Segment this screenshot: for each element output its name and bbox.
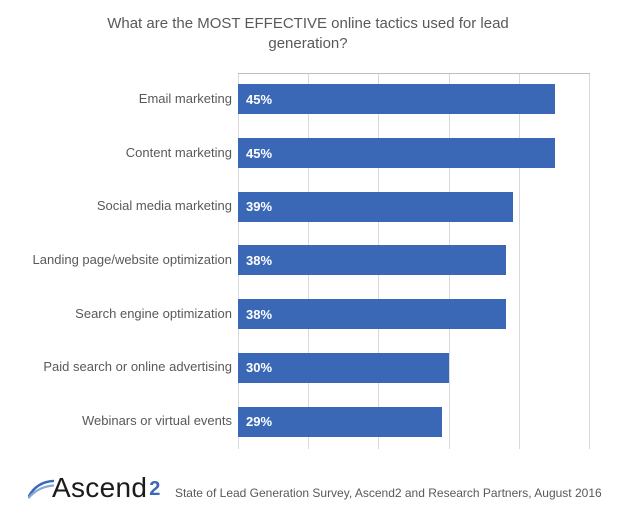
table-row: Social media marketing39% <box>8 190 590 224</box>
bar-value-label: 38% <box>238 253 272 268</box>
bar-track: 39% <box>238 192 590 222</box>
plot: Email marketing45%Content marketing45%So… <box>8 73 608 449</box>
bar-track: 29% <box>238 407 590 437</box>
category-label: Social media marketing <box>8 199 238 214</box>
bar-value-label: 45% <box>238 92 272 107</box>
ascend2-logo: Ascend2 <box>28 472 161 504</box>
table-row: Search engine optimization38% <box>8 297 590 331</box>
footer: Ascend2 State of Lead Generation Survey,… <box>28 472 616 504</box>
category-label: Landing page/website optimization <box>8 253 238 268</box>
bar-track: 30% <box>238 353 590 383</box>
chart-title: What are the MOST EFFECTIVE online tacti… <box>68 14 548 55</box>
bar-value-label: 29% <box>238 414 272 429</box>
logo-suffix: 2 <box>149 478 160 501</box>
bar-rows: Email marketing45%Content marketing45%So… <box>8 73 590 449</box>
category-label: Email marketing <box>8 92 238 107</box>
chart-container: What are the MOST EFFECTIVE online tacti… <box>0 0 630 520</box>
bar: 29% <box>238 407 442 437</box>
bar: 45% <box>238 138 555 168</box>
category-label: Content marketing <box>8 146 238 161</box>
bar: 39% <box>238 192 513 222</box>
category-label: Search engine optimization <box>8 307 238 322</box>
bar: 30% <box>238 353 449 383</box>
category-label: Webinars or virtual events <box>8 414 238 429</box>
logo-swoosh-icon <box>28 474 54 494</box>
bar-value-label: 38% <box>238 307 272 322</box>
bar-track: 38% <box>238 299 590 329</box>
table-row: Paid search or online advertising30% <box>8 351 590 385</box>
table-row: Email marketing45% <box>8 82 590 116</box>
bar-value-label: 30% <box>238 360 272 375</box>
bar-track: 45% <box>238 84 590 114</box>
category-label: Paid search or online advertising <box>8 360 238 375</box>
bar-value-label: 45% <box>238 146 272 161</box>
bar-value-label: 39% <box>238 199 272 214</box>
bar-track: 45% <box>238 138 590 168</box>
bar-track: 38% <box>238 245 590 275</box>
table-row: Content marketing45% <box>8 136 590 170</box>
bar: 45% <box>238 84 555 114</box>
table-row: Webinars or virtual events29% <box>8 405 590 439</box>
table-row: Landing page/website optimization38% <box>8 243 590 277</box>
credit-line: State of Lead Generation Survey, Ascend2… <box>161 486 616 504</box>
logo-text: Ascend <box>52 472 147 504</box>
bar: 38% <box>238 245 506 275</box>
bar: 38% <box>238 299 506 329</box>
